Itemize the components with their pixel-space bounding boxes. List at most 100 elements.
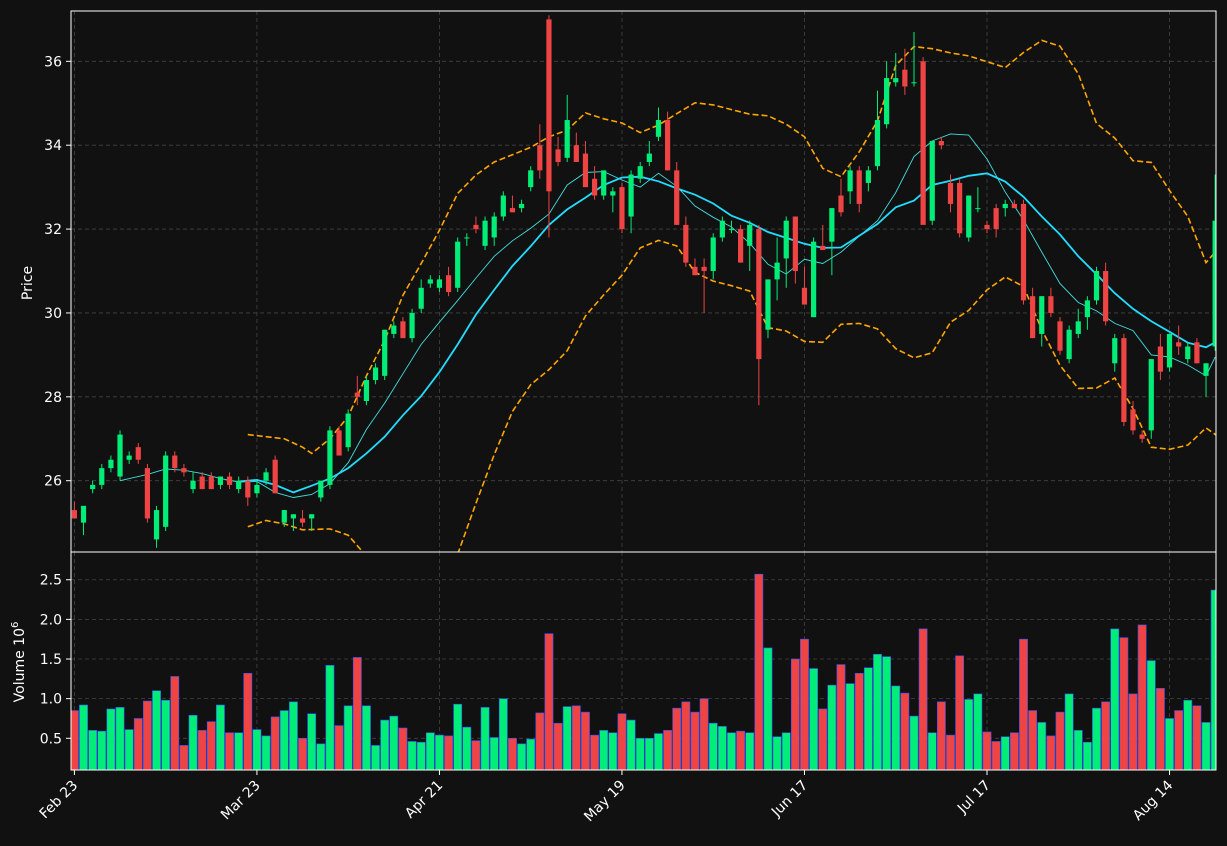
- volume-bar: [1210, 589, 1216, 770]
- volume-axis-exponent-sup: 6: [10, 622, 21, 628]
- candle-body: [1002, 203, 1008, 209]
- volume-tick-label: 2.0: [40, 612, 62, 628]
- candle-body: [829, 208, 835, 242]
- volume-bar: [462, 726, 472, 770]
- volume-bar: [681, 701, 691, 770]
- candle-body: [245, 480, 251, 498]
- volume-bar: [334, 725, 344, 770]
- candle-body: [957, 182, 963, 234]
- volume-bar: [809, 668, 819, 770]
- volume-bar: [407, 741, 417, 770]
- volume-bar: [818, 708, 828, 770]
- volume-bar: [891, 685, 901, 770]
- volume-bar: [444, 735, 453, 770]
- volume-bar: [133, 718, 143, 770]
- volume-bar: [480, 707, 490, 770]
- candle-body: [482, 220, 488, 246]
- volume-bar: [571, 705, 581, 770]
- volume-bar: [900, 692, 910, 770]
- volume-bar: [1146, 660, 1156, 770]
- volume-bar: [380, 719, 390, 770]
- candle-body: [363, 380, 370, 402]
- candle-body: [601, 170, 607, 196]
- candle-body: [163, 455, 169, 527]
- candle-body: [528, 170, 534, 188]
- candle-body: [1185, 346, 1191, 360]
- candle-body: [153, 510, 160, 540]
- candle-body: [1093, 271, 1100, 301]
- candle-body: [911, 82, 917, 84]
- volume-tick-label: 1.5: [40, 652, 62, 668]
- candle-body: [172, 455, 178, 469]
- volume-bar: [188, 715, 198, 770]
- volume-bar: [161, 699, 171, 770]
- volume-bar: [389, 715, 399, 770]
- price-axis-label: Price: [20, 266, 36, 300]
- volume-bar: [599, 730, 609, 770]
- candle-body: [372, 367, 379, 381]
- candle-body: [518, 203, 525, 209]
- volume-bar: [115, 707, 125, 770]
- volume-bar: [170, 676, 180, 770]
- volume-bar: [1046, 735, 1056, 770]
- candle-body: [710, 237, 716, 272]
- volume-bar: [918, 628, 928, 770]
- candle-body: [263, 472, 269, 481]
- volume-bar: [425, 732, 435, 770]
- candle-body: [655, 120, 662, 137]
- volume-bar: [644, 737, 654, 770]
- candle-body: [1084, 300, 1090, 318]
- candle-body: [975, 208, 981, 210]
- candle-body: [646, 153, 652, 162]
- volume-bar: [708, 722, 718, 770]
- candle-body: [847, 170, 853, 192]
- price-tick-label: 34: [44, 138, 62, 154]
- volume-bar: [863, 667, 873, 770]
- candle-body: [610, 191, 616, 196]
- volume-bar: [498, 698, 508, 770]
- candle-body: [290, 514, 297, 519]
- candle-body: [537, 145, 543, 171]
- volume-bar: [936, 701, 946, 770]
- candle-body: [208, 476, 214, 490]
- price-tick-label: 28: [44, 390, 62, 406]
- candle-body: [756, 229, 762, 360]
- volume-bar: [97, 730, 107, 770]
- candle-body: [318, 480, 324, 498]
- candle-body: [345, 413, 351, 448]
- volume-bar: [727, 732, 736, 770]
- candle-body: [783, 220, 789, 259]
- volume-bar: [471, 740, 481, 770]
- candle-body: [874, 120, 881, 167]
- volume-bar: [946, 734, 955, 770]
- bollinger-bands: [247, 39, 1216, 552]
- candle-body: [1157, 346, 1163, 372]
- volume-bar: [1000, 736, 1010, 770]
- candle-body: [683, 224, 689, 263]
- candle-body: [327, 430, 333, 485]
- volume-bar: [1055, 711, 1065, 770]
- volume-bar: [1073, 730, 1083, 770]
- volume-bar: [672, 707, 682, 770]
- candle-body: [1020, 203, 1027, 301]
- volume-bar: [152, 690, 161, 770]
- candle-body: [236, 480, 242, 490]
- candle-body: [99, 468, 105, 485]
- candle-body: [1075, 321, 1081, 334]
- volume-bar: [790, 658, 800, 770]
- candle-body: [126, 455, 132, 460]
- candle-body: [747, 224, 753, 246]
- candle-body: [664, 120, 671, 171]
- volume-bar: [800, 638, 809, 770]
- candle-body: [1066, 329, 1072, 360]
- volume-bar: [252, 729, 262, 770]
- volume-bar: [654, 733, 663, 770]
- candle-body: [491, 216, 497, 238]
- volume-bar: [927, 732, 937, 770]
- volume-bar: [216, 704, 225, 770]
- lower-band-line: [247, 239, 1216, 552]
- volume-bar: [261, 735, 271, 770]
- candle-body: [436, 279, 443, 288]
- candle-body: [1212, 220, 1216, 347]
